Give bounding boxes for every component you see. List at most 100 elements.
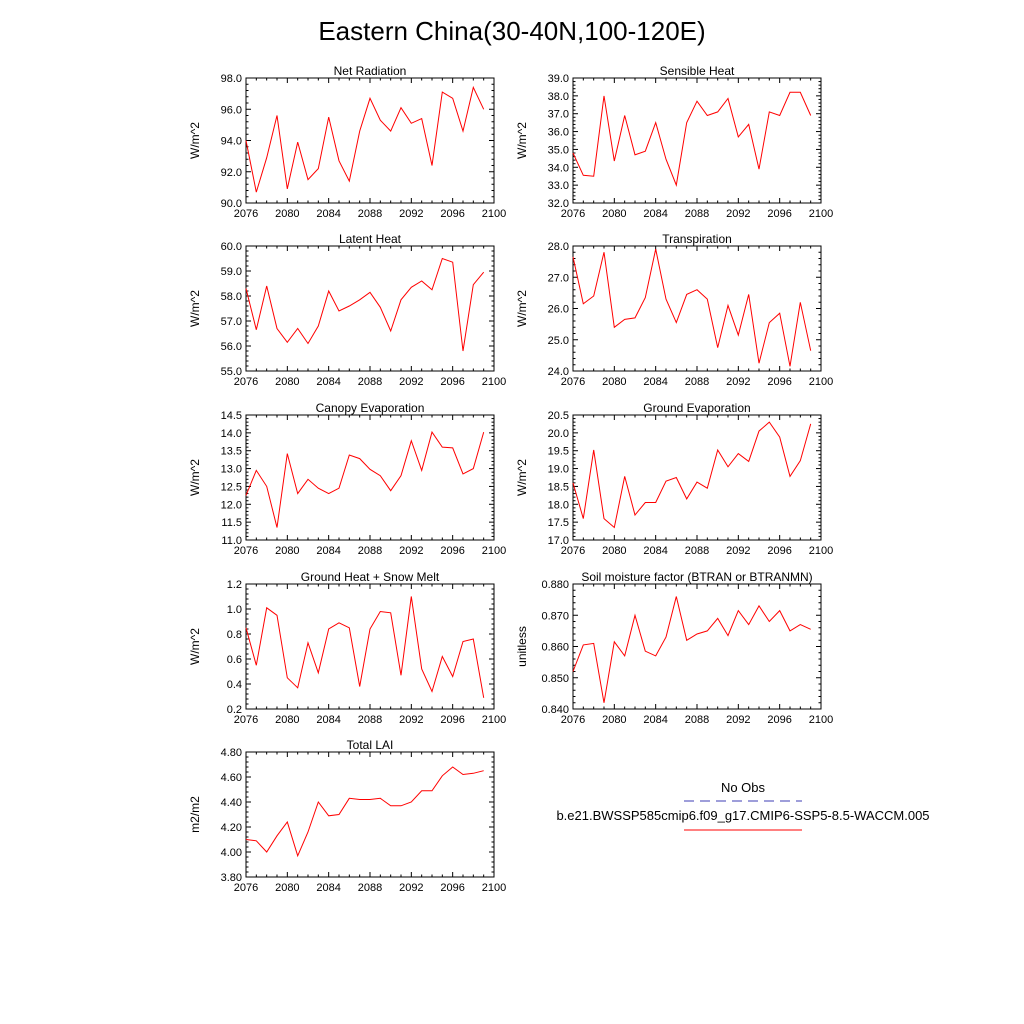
x-tick-label: 2088 xyxy=(358,376,382,388)
series-line-soil-moisture-factor-btran-or-btranmn xyxy=(572,596,811,703)
chart-net-radiation: Net Radiation W/m^2 2076 2080 2084 2088 2092 20… xyxy=(188,64,506,220)
y-tick-label: 1.0 xyxy=(227,604,242,616)
y-tick-label: 17.0 xyxy=(548,535,569,547)
y-tick-label: 0.870 xyxy=(541,610,569,622)
y-tick-label: 0.860 xyxy=(541,642,569,654)
x-tick-label: 2100 xyxy=(482,545,506,557)
x-tick-label: 2092 xyxy=(399,882,423,894)
y-axis-label: unitless xyxy=(515,626,529,667)
y-tick-label: 1.2 xyxy=(227,579,242,591)
x-tick-label: 2092 xyxy=(726,545,750,557)
y-tick-label: 33.0 xyxy=(548,180,569,192)
y-axis-label: W/m^2 xyxy=(188,122,202,159)
x-tick-label: 2092 xyxy=(399,714,423,726)
x-tick-label: 2092 xyxy=(726,714,750,726)
series-line-ground-evaporation xyxy=(572,421,812,529)
x-tick-label: 2100 xyxy=(809,714,833,726)
x-tick-label: 2080 xyxy=(275,714,299,726)
y-tick-label: 26.0 xyxy=(548,304,569,316)
x-tick-label: 2088 xyxy=(358,208,382,220)
y-tick-label: 4.40 xyxy=(221,797,242,809)
y-axis-label: W/m^2 xyxy=(188,459,202,496)
y-tick-label: 0.4 xyxy=(227,679,242,691)
y-tick-label: 96.0 xyxy=(221,104,242,116)
y-tick-label: 14.0 xyxy=(221,428,242,440)
x-tick-label: 2084 xyxy=(316,208,340,220)
y-tick-label: 36.0 xyxy=(548,127,569,139)
y-tick-label: 28.0 xyxy=(548,241,569,253)
y-tick-label: 18.5 xyxy=(548,481,569,493)
x-tick-label: 2076 xyxy=(561,376,585,388)
y-tick-label: 0.850 xyxy=(541,673,569,685)
y-tick-label: 13.0 xyxy=(221,464,242,476)
series-line-ground-heat-snow-melt xyxy=(245,596,485,698)
y-tick-label: 32.0 xyxy=(548,198,569,210)
y-tick-label: 38.0 xyxy=(548,91,569,103)
y-tick-label: 11.0 xyxy=(221,535,242,547)
y-tick-label: 60.0 xyxy=(221,241,242,253)
x-tick-label: 2100 xyxy=(482,882,506,894)
plot-frame xyxy=(245,245,495,372)
x-tick-label: 2084 xyxy=(316,545,340,557)
x-tick-label: 2088 xyxy=(685,714,709,726)
x-tick-label: 2076 xyxy=(234,714,258,726)
x-tick-label: 2092 xyxy=(726,376,750,388)
y-tick-label: 3.80 xyxy=(221,872,242,884)
y-tick-label: 98.0 xyxy=(221,73,242,85)
y-tick-label: 0.840 xyxy=(541,704,569,716)
y-tick-label: 20.0 xyxy=(548,428,569,440)
x-tick-label: 2096 xyxy=(440,545,464,557)
series-line-latent-heat xyxy=(245,257,485,352)
chart-latent-heat: Latent Heat W/m^2 2076 2080 2084 2088 2092 2096… xyxy=(188,232,506,388)
y-tick-label: 4.20 xyxy=(221,822,242,834)
x-tick-label: 2088 xyxy=(358,714,382,726)
x-tick-label: 2084 xyxy=(316,714,340,726)
x-tick-label: 2092 xyxy=(399,545,423,557)
x-tick-label: 2088 xyxy=(685,545,709,557)
y-tick-label: 39.0 xyxy=(548,73,569,85)
panel-title: Canopy Evaporation xyxy=(316,401,425,415)
x-tick-label: 2084 xyxy=(643,714,667,726)
chart-total-lai: Total LAI m2/m2 2076 2080 2084 2088 2092 2096 21… xyxy=(188,738,506,894)
y-tick-label: 57.0 xyxy=(221,316,242,328)
series-line-canopy-evaporation xyxy=(245,430,485,528)
y-axis-label: W/m^2 xyxy=(515,290,529,327)
y-tick-label: 92.0 xyxy=(221,167,242,179)
x-tick-label: 2092 xyxy=(399,376,423,388)
y-tick-label: 17.5 xyxy=(548,517,569,529)
plot-frame xyxy=(572,414,822,541)
plot-frame xyxy=(245,414,495,541)
x-tick-label: 2080 xyxy=(602,208,626,220)
y-tick-label: 12.0 xyxy=(221,499,242,511)
panel-title: Total LAI xyxy=(347,738,394,752)
y-axis-label: W/m^2 xyxy=(188,628,202,665)
x-tick-label: 2084 xyxy=(643,208,667,220)
x-tick-label: 2080 xyxy=(275,545,299,557)
x-tick-label: 2096 xyxy=(440,208,464,220)
chart-sensible-heat: Sensible Heat W/m^2 2076 2080 2084 2088 2092 20… xyxy=(515,64,833,220)
y-tick-label: 25.0 xyxy=(548,335,569,347)
series-line-sensible-heat xyxy=(572,91,812,187)
y-tick-label: 12.5 xyxy=(221,481,242,493)
y-tick-label: 20.5 xyxy=(548,410,569,422)
y-tick-label: 0.880 xyxy=(541,579,569,591)
x-tick-label: 2096 xyxy=(440,714,464,726)
x-tick-label: 2084 xyxy=(316,882,340,894)
x-tick-label: 2096 xyxy=(440,376,464,388)
x-tick-label: 2092 xyxy=(399,208,423,220)
plot-frame xyxy=(572,583,822,710)
y-tick-label: 55.0 xyxy=(221,366,242,378)
y-tick-label: 13.5 xyxy=(221,446,242,458)
plot-frame xyxy=(245,583,495,710)
y-tick-label: 37.0 xyxy=(548,109,569,121)
x-tick-label: 2100 xyxy=(809,376,833,388)
x-tick-label: 2080 xyxy=(602,714,626,726)
chart-ground-heat-snow-melt: Ground Heat + Snow Melt W/m^2 2076 2080 2084… xyxy=(188,570,506,726)
x-tick-label: 2100 xyxy=(809,545,833,557)
x-tick-label: 2076 xyxy=(234,208,258,220)
panel-title: Sensible Heat xyxy=(660,64,735,78)
legend-model-label: b.e21.BWSSP585cmip6.f09_g17.CMIP6-SSP5-8… xyxy=(556,808,929,823)
series-line-total-lai xyxy=(245,766,484,858)
y-tick-label: 0.8 xyxy=(227,629,242,641)
